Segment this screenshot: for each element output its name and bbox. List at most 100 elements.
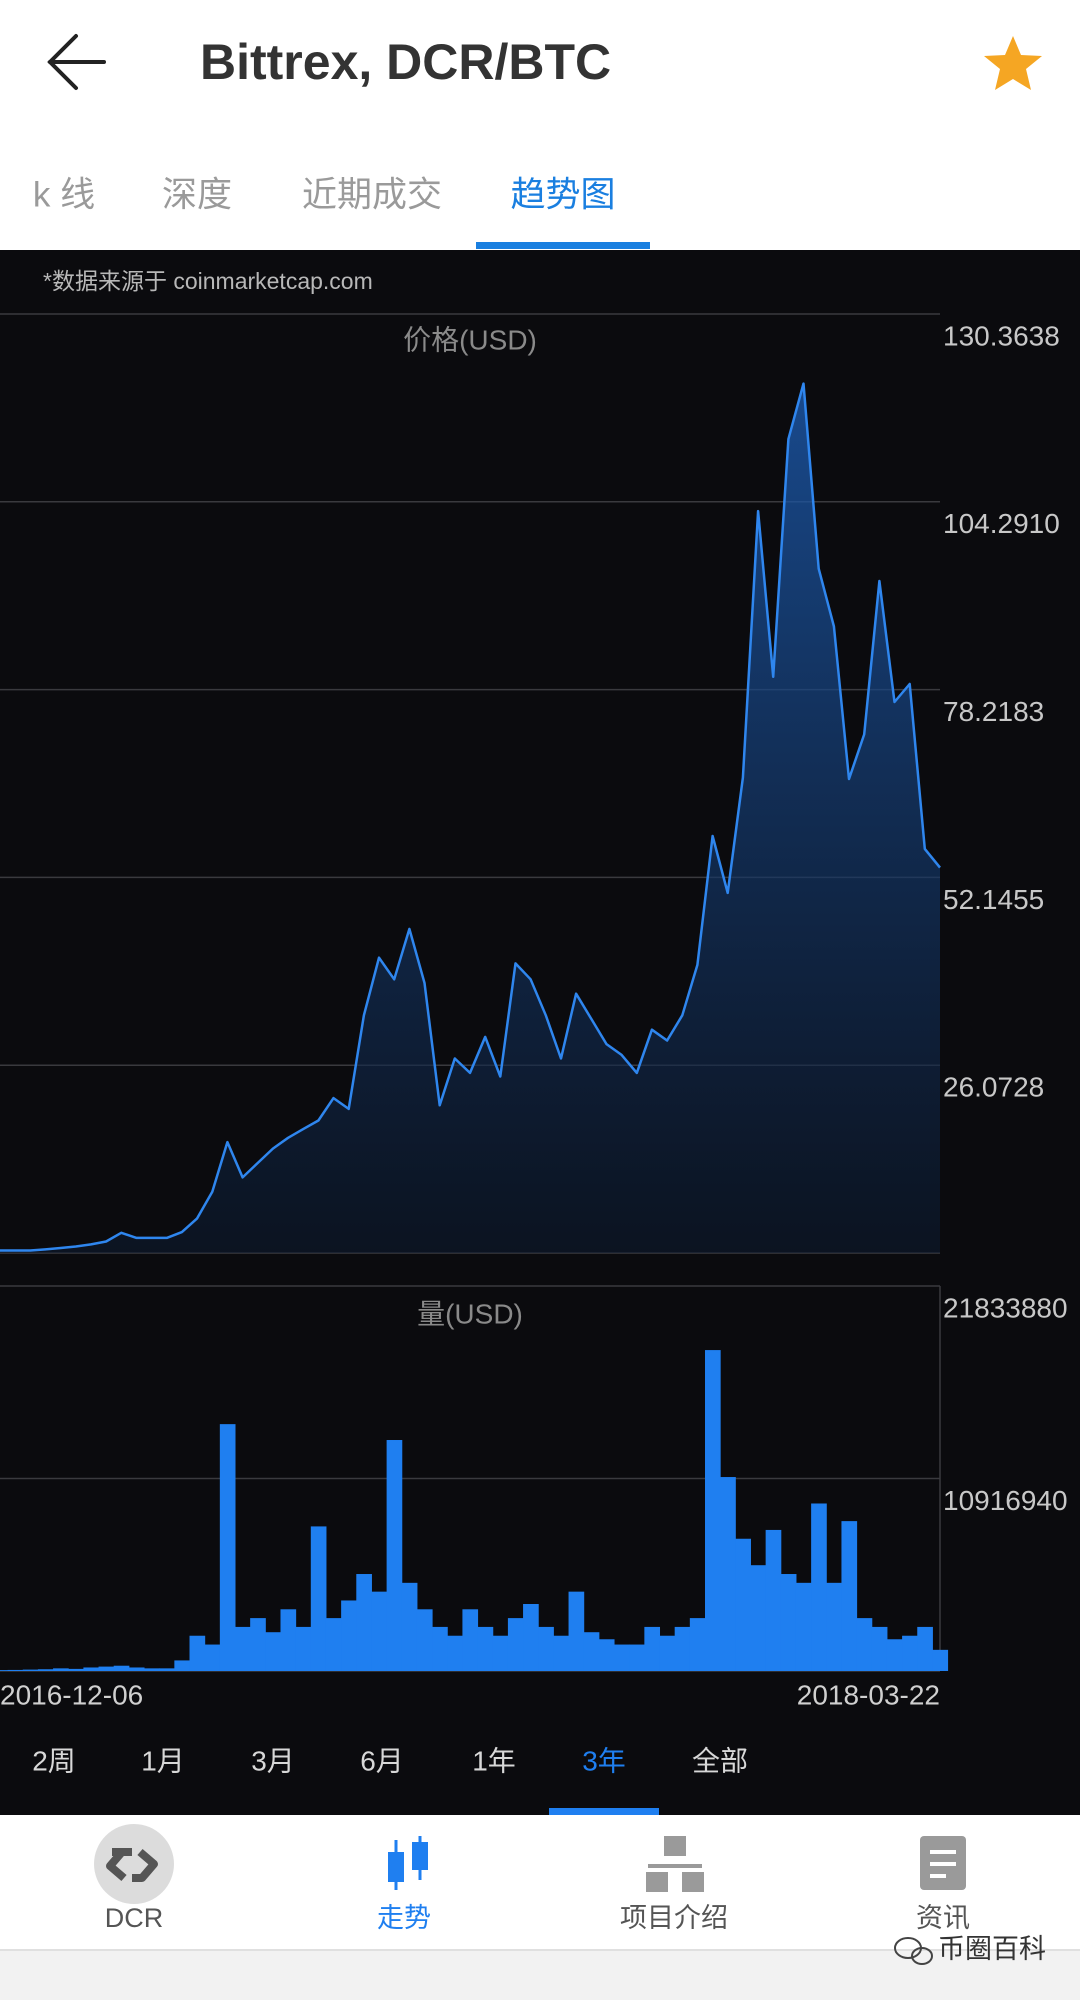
x-tick-label: 2018-03-22 [797, 1679, 940, 1710]
volume-bar [280, 1609, 297, 1671]
price-line [0, 382, 941, 1252]
chart-title: 价格(USD) [403, 324, 537, 355]
range-button[interactable]: 全部 [692, 1745, 748, 1776]
volume-bar [37, 1669, 54, 1671]
news-icon [920, 1836, 966, 1890]
volume-bar [583, 1632, 600, 1671]
y-tick-label: 10916940 [943, 1485, 1068, 1516]
header-bg [0, 0, 1080, 250]
volume-bar [917, 1626, 933, 1671]
volume-bar [720, 1477, 736, 1671]
volume-bar [492, 1635, 509, 1671]
y-tick-label: 78.2183 [943, 696, 1044, 727]
favorite-star[interactable] [984, 36, 1042, 90]
volume-bar [644, 1626, 661, 1671]
volume-bar [826, 1582, 842, 1671]
y-tick-label: 52.1455 [943, 884, 1044, 915]
volume-bar [674, 1626, 691, 1671]
volume-bar [310, 1526, 327, 1671]
volume-bar [705, 1350, 721, 1671]
volume-bar [386, 1440, 403, 1671]
volume-bar [659, 1635, 676, 1671]
volume-bar [219, 1424, 236, 1671]
volume-bar [902, 1635, 918, 1671]
volume-bar [401, 1582, 418, 1671]
range-button[interactable]: 3年 [582, 1745, 626, 1776]
tab[interactable]: 深度 [162, 175, 232, 214]
volume-bar [932, 1649, 949, 1671]
source-note: *数据来源于 coinmarketcap.com [43, 268, 373, 294]
volume-bar [265, 1632, 281, 1671]
charts: 130.3638 104.2910 78.2183 52.1455 26.0728 价格(… [0, 313, 1068, 1710]
volume-bar [113, 1665, 130, 1671]
tab[interactable]: 趋势图 [510, 175, 615, 214]
volume-bar [462, 1609, 479, 1671]
range-indicator [549, 1808, 659, 1815]
volume-bar [204, 1644, 221, 1671]
volume-bar [144, 1668, 160, 1671]
volume-bar [416, 1609, 433, 1671]
y-tick-label: 21833880 [943, 1292, 1068, 1323]
dcr-icon [94, 1824, 174, 1904]
range-button[interactable]: 6月 [360, 1745, 404, 1776]
nav-item[interactable]: 项目介绍 [620, 1903, 728, 1933]
volume-bar [765, 1529, 782, 1671]
volume-bar [795, 1582, 812, 1671]
volume-bar [735, 1538, 751, 1671]
volume-bar [356, 1574, 372, 1671]
back-button[interactable] [47, 34, 106, 90]
nav-item[interactable]: 资讯 [916, 1903, 970, 1933]
volume-bar [614, 1644, 630, 1671]
volume-bar [235, 1626, 251, 1671]
range-button[interactable]: 1月 [141, 1745, 185, 1776]
footer-bg [0, 1950, 1080, 2000]
volume-bar [83, 1667, 100, 1671]
volume-bar [523, 1603, 539, 1671]
nav-item[interactable]: DCR [105, 1903, 164, 1933]
volume-bar [841, 1521, 858, 1671]
volume-bar [189, 1635, 206, 1671]
price-area [0, 383, 940, 1254]
tab-indicator [476, 242, 650, 249]
volume-bar [53, 1668, 69, 1671]
range-bar: 2周 1月 3月 6月 1年 3年 全部 [32, 1745, 748, 1815]
range-button[interactable]: 1年 [472, 1745, 516, 1776]
range-button[interactable]: 2周 [32, 1745, 76, 1776]
wechat-icon [894, 1937, 933, 1965]
volume-bar [174, 1660, 191, 1671]
volume-bar [68, 1668, 84, 1671]
range-button[interactable]: 3月 [251, 1745, 295, 1776]
volume-bar [250, 1618, 266, 1671]
nav-bg [0, 1815, 1080, 1950]
volume-bar [447, 1635, 463, 1671]
volume-bar [432, 1626, 448, 1671]
y-tick-label: 130.3638 [943, 320, 1060, 351]
tab[interactable]: k 线 [33, 175, 95, 214]
volume-bar [22, 1669, 39, 1671]
volume-bar [750, 1565, 767, 1671]
volume-bar [507, 1618, 524, 1671]
volume-bar [538, 1626, 554, 1671]
volume-bar [0, 1670, 9, 1671]
volume-bar [689, 1618, 706, 1671]
volume-bar [811, 1503, 827, 1671]
volume-bar [295, 1626, 312, 1671]
volume-bar [780, 1574, 797, 1671]
volume-bar [886, 1639, 903, 1671]
page-title: Bittrex, DCR/BTC [200, 34, 611, 90]
tab[interactable]: 近期成交 [302, 175, 442, 214]
volume-bar [98, 1666, 115, 1671]
project-icon [646, 1836, 704, 1892]
y-tick-label: 26.0728 [943, 1072, 1044, 1103]
tab-bar: k 线 深度 近期成交 趋势图 [33, 175, 650, 249]
volume-bar [325, 1618, 342, 1671]
volume-bar [856, 1618, 873, 1671]
volume-bar [553, 1635, 570, 1671]
volume-bar [159, 1668, 175, 1671]
nav-item[interactable]: 走势 [377, 1903, 431, 1933]
trend-icon [388, 1836, 428, 1890]
volume-bar [371, 1591, 388, 1671]
nav-labels: DCR 走势 项目介绍 资讯 [105, 1903, 970, 1933]
